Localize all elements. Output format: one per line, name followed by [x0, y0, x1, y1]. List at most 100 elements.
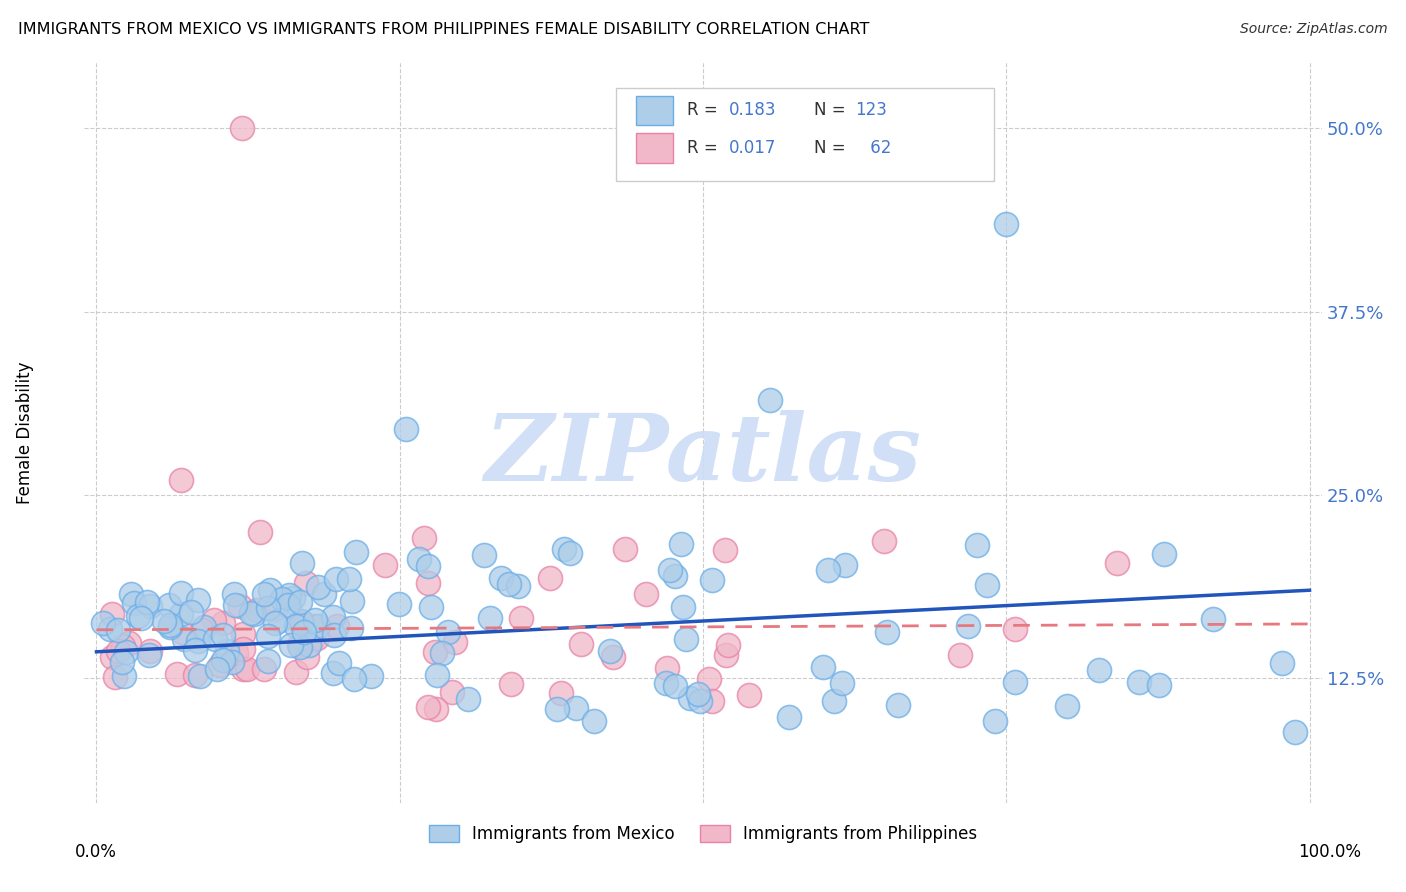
Point — [1004, 674, 1026, 689]
Point — [342, 594, 364, 608]
Point — [655, 676, 678, 690]
Point — [249, 524, 271, 539]
Point — [322, 628, 344, 642]
Point — [202, 613, 225, 627]
Point — [111, 655, 134, 669]
Point — [120, 587, 142, 601]
Point — [416, 558, 439, 573]
Point — [159, 620, 181, 634]
Point — [1202, 612, 1225, 626]
Point — [811, 659, 834, 673]
Point — [307, 580, 329, 594]
Text: 123: 123 — [855, 102, 887, 120]
Point — [831, 676, 853, 690]
Point — [1128, 675, 1150, 690]
Point — [876, 625, 898, 640]
Point — [211, 627, 233, 641]
Point — [231, 121, 253, 136]
Point — [269, 613, 291, 627]
Point — [153, 614, 176, 628]
Point — [834, 558, 856, 573]
Point — [184, 668, 207, 682]
Point — [717, 638, 740, 652]
Point — [984, 714, 1007, 728]
Point — [1088, 663, 1111, 677]
Point — [187, 633, 209, 648]
Point — [212, 615, 235, 630]
Point — [509, 611, 531, 625]
Point — [340, 621, 363, 635]
Point — [457, 692, 479, 706]
Point — [138, 648, 160, 663]
Point — [1149, 678, 1171, 692]
Point — [966, 538, 988, 552]
Point — [582, 714, 605, 728]
Point — [672, 600, 695, 615]
Point — [508, 579, 530, 593]
Point — [423, 645, 446, 659]
Point — [1271, 656, 1294, 670]
Point — [111, 639, 134, 653]
Point — [976, 577, 998, 591]
Point — [956, 619, 979, 633]
Point — [288, 640, 311, 654]
Point — [302, 619, 325, 633]
Point — [817, 563, 839, 577]
Point — [285, 665, 308, 680]
Point — [307, 619, 329, 633]
Point — [170, 586, 193, 600]
Point — [295, 575, 318, 590]
Point — [343, 672, 366, 686]
Point — [232, 641, 254, 656]
Point — [602, 650, 624, 665]
Point — [553, 541, 575, 556]
Point — [107, 644, 129, 658]
Point — [170, 473, 193, 487]
Point — [344, 545, 367, 559]
Point — [100, 622, 122, 636]
Text: R =: R = — [688, 139, 723, 157]
Point — [211, 653, 233, 667]
Point — [614, 541, 637, 556]
Point — [290, 617, 312, 632]
Point — [418, 576, 440, 591]
Text: N =: N = — [814, 139, 851, 157]
Point — [204, 632, 226, 646]
Point — [297, 638, 319, 652]
Point — [713, 543, 735, 558]
Point — [675, 632, 697, 646]
Point — [107, 623, 129, 637]
Point — [221, 655, 243, 669]
Point — [737, 688, 759, 702]
Point — [129, 611, 152, 625]
Point — [550, 686, 572, 700]
Point — [256, 629, 278, 643]
Point — [664, 568, 686, 582]
Point — [228, 599, 250, 614]
Point — [337, 573, 360, 587]
Point — [301, 632, 323, 647]
Point — [322, 665, 344, 680]
Point — [295, 650, 318, 665]
Point — [558, 546, 581, 560]
Point — [778, 710, 800, 724]
Point — [688, 687, 710, 701]
Point — [232, 662, 254, 676]
Point — [246, 603, 269, 617]
Point — [259, 583, 281, 598]
Point — [478, 610, 501, 624]
Text: ZIPatlas: ZIPatlas — [485, 409, 921, 500]
Point — [412, 531, 434, 545]
Legend: Immigrants from Mexico, Immigrants from Philippines: Immigrants from Mexico, Immigrants from … — [422, 819, 984, 850]
Point — [437, 624, 460, 639]
Point — [1153, 547, 1175, 561]
Point — [193, 620, 215, 634]
Point — [758, 392, 780, 407]
Point — [222, 587, 245, 601]
Point — [634, 587, 657, 601]
Point — [1004, 622, 1026, 636]
Point — [139, 599, 162, 613]
Text: 0.183: 0.183 — [728, 102, 776, 120]
Point — [419, 600, 441, 615]
Point — [995, 217, 1018, 231]
